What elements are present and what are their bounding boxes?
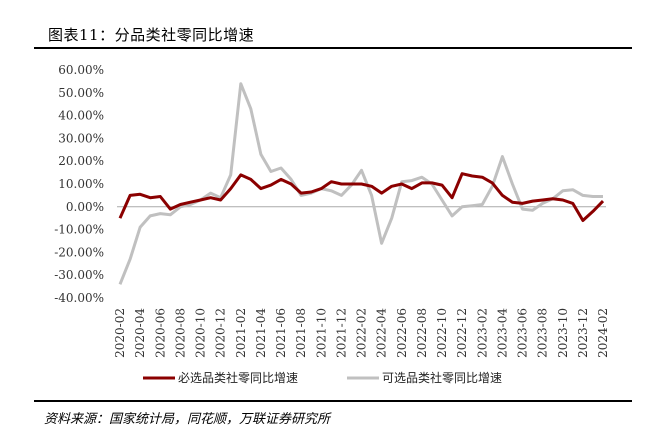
series-lines xyxy=(118,82,605,285)
series-line-essential xyxy=(118,172,605,222)
x-tick-label: 2022-04 xyxy=(375,308,389,358)
y-tick-label: -30.00% xyxy=(54,268,104,282)
x-tick-label: 2020-12 xyxy=(214,308,228,358)
x-tick-label: 2021-02 xyxy=(234,308,248,358)
x-tick-label: 2023-10 xyxy=(556,308,570,358)
x-tick-label: 2022-08 xyxy=(415,308,429,358)
x-tick-label: 2021-08 xyxy=(294,308,308,358)
x-tick-label: 2021-06 xyxy=(274,308,288,358)
y-tick-label: 30.00% xyxy=(58,131,104,145)
y-tick-label: -10.00% xyxy=(54,223,104,237)
y-tick-label: 60.00% xyxy=(58,63,104,77)
x-tick-label: 2022-12 xyxy=(455,308,469,358)
x-tick-label: 2024-02 xyxy=(596,308,610,358)
legend: 必选品类社零同比增速 可选品类社零同比增速 xyxy=(143,370,502,385)
y-axis: 60.00% 50.00% 40.00% 30.00% 20.00% 10.00% 0.00… xyxy=(54,63,104,305)
x-axis-ticks: 2020-02 2020-04 2020-06 2020-08 2020-10 2020-… xyxy=(113,308,610,358)
legend-label: 可选品类社零同比增速 xyxy=(382,370,502,385)
x-tick-label: 2023-08 xyxy=(536,308,550,358)
y-tick-label: -20.00% xyxy=(54,245,104,259)
y-tick-label: 40.00% xyxy=(58,109,104,123)
x-tick-label: 2023-06 xyxy=(516,308,530,358)
x-tick-label: 2020-02 xyxy=(113,308,127,358)
y-tick-label: 50.00% xyxy=(58,86,104,100)
x-tick-label: 2023-04 xyxy=(495,308,509,358)
y-tick-label: 10.00% xyxy=(58,177,104,191)
y-tick-label: -40.00% xyxy=(54,291,104,305)
x-tick-label: 2021-10 xyxy=(314,308,328,358)
x-tick-label: 2022-06 xyxy=(395,308,409,358)
footer-rule xyxy=(34,400,632,402)
x-tick-label: 2022-10 xyxy=(435,308,449,358)
x-tick-label: 2020-10 xyxy=(194,308,208,358)
x-tick-label: 2020-04 xyxy=(133,308,147,358)
x-tick-label: 2022-02 xyxy=(355,308,369,358)
title-bar: 图表11：分品类社零同比增速 xyxy=(34,21,632,49)
x-tick-label: 2021-04 xyxy=(254,308,268,358)
chart-title: 图表11：分品类社零同比增速 xyxy=(48,26,255,44)
y-tick-label: 20.00% xyxy=(58,154,104,168)
source-note: 资料来源：国家统计局，同花顺，万联证券研究所 xyxy=(44,412,331,427)
y-tick-label: 0.00% xyxy=(66,200,104,214)
x-tick-label: 2021-12 xyxy=(334,308,348,358)
x-tick-label: 2020-08 xyxy=(173,308,187,358)
legend-label: 必选品类社零同比增速 xyxy=(178,370,298,385)
x-tick-label: 2023-02 xyxy=(475,308,489,358)
x-tick-label: 2023-12 xyxy=(576,308,590,358)
x-tick-label: 2020-06 xyxy=(153,308,167,358)
